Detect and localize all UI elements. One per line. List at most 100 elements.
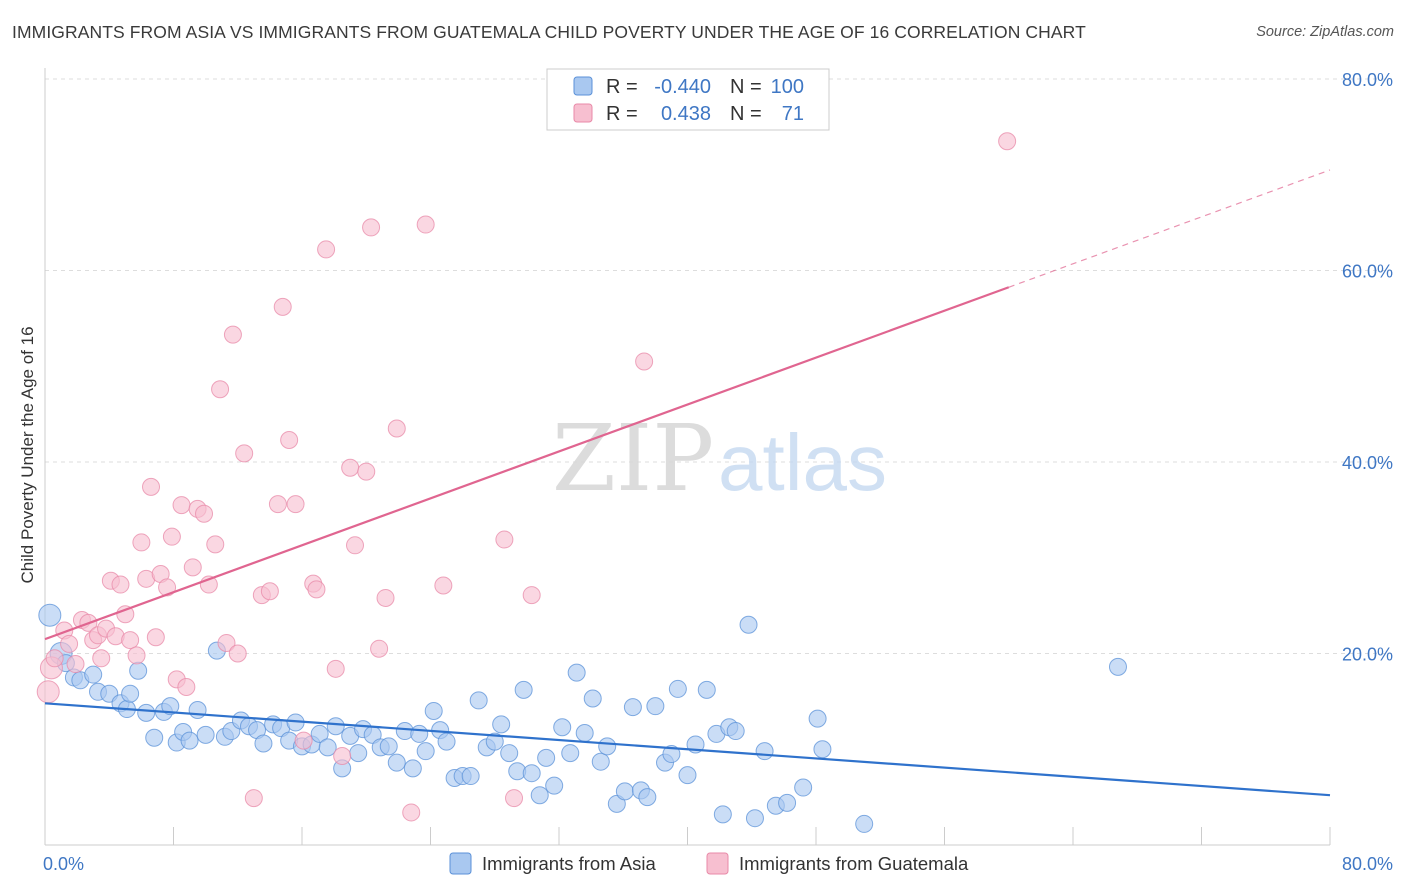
legend-guatemala-n-value: 71 — [782, 103, 804, 125]
guatemala-point — [206, 535, 225, 554]
asia-point — [646, 697, 665, 716]
guatemala-point — [116, 605, 135, 624]
trend-line-asia — [44, 702, 1331, 797]
guatemala-point — [286, 495, 305, 514]
y-tick-label: 40.0% — [1342, 453, 1393, 473]
guatemala-point — [326, 659, 345, 678]
bottom-legend-label-guatemala: Immigrants from Guatemala — [739, 853, 969, 874]
asia-point — [196, 725, 215, 744]
asia-point — [598, 737, 617, 756]
guatemala-point — [244, 789, 263, 808]
guatemala-point — [280, 430, 299, 449]
guatemala-point — [268, 495, 287, 514]
guatemala-point — [346, 536, 365, 555]
asia-point — [537, 748, 556, 767]
chart-title: IMMIGRANTS FROM ASIA VS IMMIGRANTS FROM … — [12, 22, 1086, 42]
asia-point — [855, 814, 874, 833]
asia-point — [161, 697, 180, 716]
asia-point — [379, 737, 398, 756]
guatemala-point — [235, 444, 254, 463]
guatemala-point — [45, 649, 64, 668]
trend-line-extension-guatemala — [1008, 169, 1331, 288]
asia-point — [678, 766, 697, 785]
guatemala-point — [172, 496, 191, 515]
asia-point — [778, 793, 797, 812]
guatemala-point — [132, 533, 151, 552]
watermark-atlas: atlas — [718, 418, 887, 507]
asia-point — [583, 689, 602, 708]
guatemala-point — [998, 132, 1017, 151]
asia-point — [410, 724, 429, 743]
guatemala-point — [341, 458, 360, 477]
x-tick-label: 80.0% — [1342, 854, 1393, 874]
bottom-legend-label-asia: Immigrants from Asia — [482, 853, 656, 874]
guatemala-point — [635, 352, 654, 371]
y-tick-label: 60.0% — [1342, 262, 1393, 282]
asia-point — [38, 603, 62, 627]
guatemala-point — [357, 462, 376, 481]
y-axis-title: Child Poverty Under the Age of 16 — [18, 326, 37, 583]
asia-point — [668, 679, 687, 698]
trend-lines — [44, 169, 1331, 797]
guatemala-point — [307, 580, 326, 599]
guatemala-point — [495, 530, 514, 549]
asia-point — [469, 691, 488, 710]
asia-point — [387, 753, 406, 772]
asia-point — [623, 698, 642, 717]
asia-point — [254, 734, 273, 753]
guatemala-point — [217, 633, 236, 652]
guatemala-point — [505, 789, 524, 808]
guatemala-point — [376, 588, 395, 607]
guatemala-point — [195, 504, 214, 523]
bottom-legend: Immigrants from Asia Immigrants from Gua… — [449, 852, 969, 875]
guatemala-point — [434, 576, 453, 595]
x-tick-label: 0.0% — [43, 854, 84, 874]
guatemala-point — [121, 631, 140, 650]
asia-point — [745, 809, 764, 828]
asia-point — [349, 744, 368, 763]
guatemala-point — [92, 649, 111, 668]
bottom-legend-swatch-asia — [449, 852, 472, 875]
gridlines — [45, 78, 1392, 654]
asia-point — [188, 700, 207, 719]
asia-point — [485, 732, 504, 751]
legend-guatemala-r-value: 0.438 — [661, 103, 711, 125]
watermark: ZIP atlas — [552, 405, 887, 512]
legend-box — [546, 68, 830, 131]
asia-point — [121, 684, 140, 703]
guatemala-point — [522, 586, 541, 605]
legend-swatch-asia — [573, 76, 593, 96]
asia-point — [84, 665, 103, 684]
asia-point — [808, 709, 827, 728]
asia-point — [514, 680, 533, 699]
asia-point — [739, 615, 758, 634]
bottom-legend-swatch-guatemala — [706, 852, 729, 875]
guatemala-point — [60, 634, 79, 653]
guatemala-point — [416, 215, 435, 234]
series-asia-points — [38, 603, 1127, 833]
asia-point — [437, 732, 456, 751]
asia-point — [492, 715, 511, 734]
guatemala-point — [127, 646, 146, 665]
asia-point — [310, 724, 329, 743]
asia-point — [662, 745, 681, 764]
guatemala-point — [162, 527, 181, 546]
chart-source: Source: ZipAtlas.com — [1256, 24, 1394, 40]
asia-point — [615, 782, 634, 801]
guatemala-point — [158, 578, 177, 597]
legend-guatemala-n-label: N = — [730, 103, 762, 125]
guatemala-point — [211, 380, 230, 399]
asia-point — [461, 767, 480, 786]
tick-labels: 20.0% 40.0% 60.0% 80.0% 0.0% 80.0% — [43, 70, 1393, 874]
asia-point — [424, 701, 443, 720]
asia-point — [403, 759, 422, 778]
legend-asia-n-label: N = — [730, 76, 762, 98]
trend-line-guatemala — [44, 286, 1010, 641]
asia-point — [638, 788, 657, 807]
asia-point — [813, 740, 832, 759]
legend-guatemala-r-label: R = — [606, 103, 638, 125]
guatemala-point — [111, 575, 130, 594]
asia-point — [145, 728, 164, 747]
guatemala-point — [183, 558, 202, 577]
